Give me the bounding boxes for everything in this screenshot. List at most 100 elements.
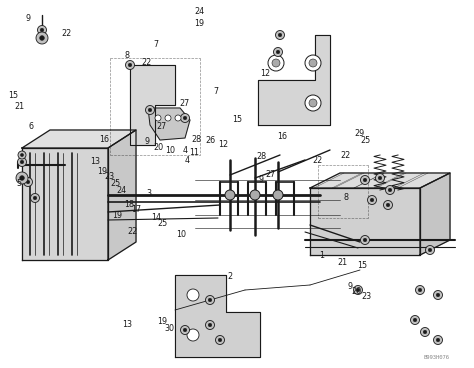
Circle shape [250,190,260,200]
Circle shape [356,288,360,292]
Text: 9: 9 [145,137,149,146]
Circle shape [18,151,26,159]
Polygon shape [22,148,108,260]
Circle shape [208,298,212,302]
Text: 15: 15 [232,115,242,124]
Text: 2: 2 [228,272,233,281]
Circle shape [148,108,152,112]
Text: 10: 10 [165,146,176,155]
Polygon shape [310,173,450,188]
Text: 26: 26 [206,137,216,145]
Circle shape [420,328,429,336]
Circle shape [40,36,45,40]
Text: 21: 21 [337,258,347,266]
Circle shape [436,338,440,342]
Circle shape [40,28,44,32]
Circle shape [37,25,46,35]
Text: 14: 14 [151,213,162,222]
Circle shape [24,177,33,187]
Text: 24: 24 [116,186,127,195]
Polygon shape [310,188,420,255]
Text: 12: 12 [218,140,228,149]
Text: 19: 19 [157,317,167,326]
Text: 22: 22 [128,227,138,236]
Circle shape [354,286,363,294]
Circle shape [375,173,384,183]
Circle shape [388,188,392,192]
Circle shape [183,328,187,332]
Text: 1: 1 [319,251,324,260]
Circle shape [181,113,190,123]
Text: 13: 13 [122,320,132,329]
Text: 7: 7 [154,40,159,49]
Text: 12: 12 [260,69,271,78]
Circle shape [181,326,190,335]
Text: 17: 17 [131,205,142,213]
Circle shape [363,178,367,182]
Text: 4: 4 [185,156,190,164]
Circle shape [273,190,283,200]
Circle shape [428,248,432,252]
Circle shape [216,336,225,344]
Circle shape [383,201,392,209]
Circle shape [426,245,435,255]
Circle shape [278,33,282,37]
Circle shape [183,116,187,120]
Text: 23: 23 [104,172,114,181]
Circle shape [128,63,132,67]
Text: 9: 9 [258,175,263,184]
Text: 28: 28 [256,152,267,161]
Text: 22: 22 [142,58,152,67]
Circle shape [361,236,370,244]
Text: 9: 9 [347,282,352,291]
Circle shape [378,176,382,180]
Polygon shape [148,108,190,140]
Circle shape [309,59,317,67]
Text: 8: 8 [344,194,348,202]
Circle shape [187,289,199,301]
Text: 30: 30 [164,324,175,333]
Circle shape [206,321,215,329]
Circle shape [273,47,283,57]
Circle shape [155,115,161,121]
Circle shape [385,185,394,195]
Circle shape [386,203,390,207]
Text: 9: 9 [26,14,31,23]
Text: 5: 5 [17,180,21,188]
Text: 22: 22 [340,151,350,160]
Polygon shape [175,275,260,357]
Circle shape [165,115,171,121]
Circle shape [272,59,280,67]
Circle shape [363,238,367,242]
Circle shape [436,293,440,297]
Circle shape [410,315,419,325]
Circle shape [305,55,321,71]
Text: 13: 13 [90,158,100,166]
Text: 4: 4 [182,146,187,155]
Text: 25: 25 [157,219,167,228]
Text: 3: 3 [147,189,152,198]
Circle shape [20,160,24,164]
Text: 7: 7 [213,88,218,96]
Text: 8: 8 [125,51,129,60]
Circle shape [26,180,30,184]
Circle shape [187,329,199,341]
Text: 6: 6 [28,123,33,131]
Circle shape [434,336,443,344]
Text: 22: 22 [61,29,72,38]
Text: 11: 11 [189,148,200,157]
Circle shape [367,195,376,205]
Text: 23: 23 [361,292,372,301]
Text: 27: 27 [265,170,275,179]
Circle shape [361,176,370,184]
Text: 29: 29 [354,129,365,138]
Circle shape [225,190,235,200]
Text: 18: 18 [124,200,134,209]
Polygon shape [258,35,330,125]
Text: 28: 28 [191,135,202,144]
Polygon shape [420,173,450,255]
Circle shape [208,323,212,327]
Text: 16: 16 [99,135,109,144]
Circle shape [418,288,422,292]
Circle shape [275,31,284,39]
